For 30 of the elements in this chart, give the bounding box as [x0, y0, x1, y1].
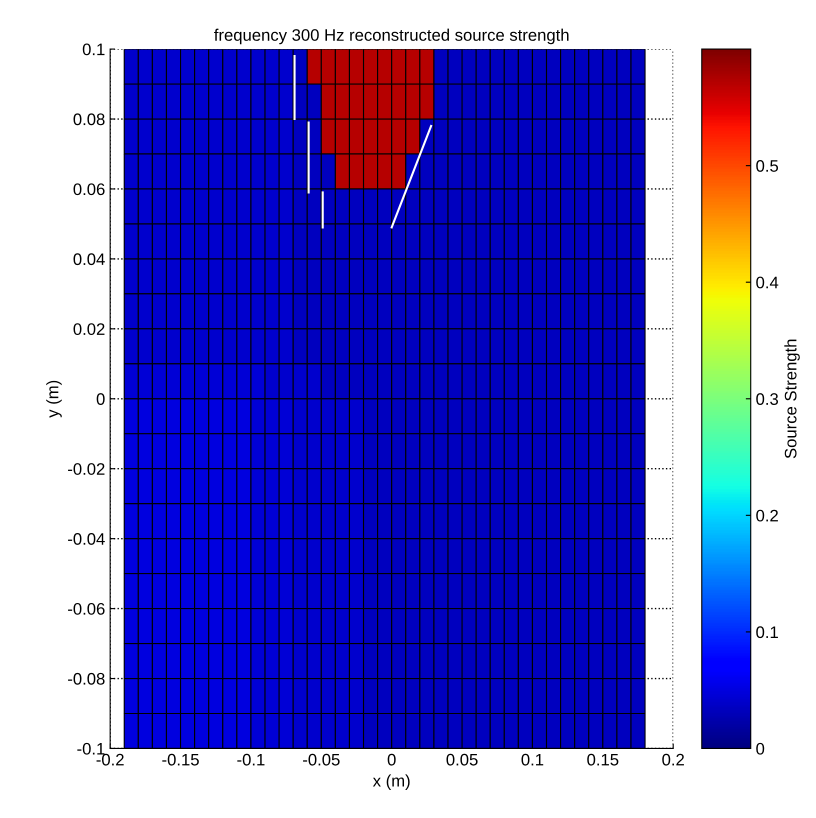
x-tick-label: 0.1	[522, 754, 544, 766]
color-bar-label: 0.2	[756, 510, 778, 522]
y-tick-label: -0.08	[68, 672, 105, 685]
color-bar-label: 0	[756, 742, 764, 755]
color-bar-label: 0.3	[756, 393, 778, 405]
x-tick-label: -0.15	[162, 754, 199, 766]
y-tick-label: 0.08	[74, 113, 105, 126]
y-tick-label: 0.04	[74, 253, 105, 266]
x-axis-title: x (m)	[372, 774, 410, 790]
y-tick-label: 0.1	[82, 43, 104, 56]
y-tick-label: -0.04	[68, 533, 105, 545]
color-bar-label: 0.1	[756, 626, 778, 638]
x-tick-label: 0.2	[662, 754, 684, 766]
chart-title: frequency 300 Hz reconstructed source strength	[214, 28, 568, 44]
x-tick-label: -0.1	[237, 754, 264, 766]
color-bar-label: 0.5	[756, 160, 778, 172]
x-tick-label: 0	[388, 754, 396, 766]
x-tick-label: 0.15	[587, 754, 618, 766]
x-tick-label: -0.2	[96, 754, 124, 766]
x-tick-label: 0.05	[446, 754, 478, 766]
color-bar-label: 0.4	[756, 276, 778, 288]
y-tick-label: 0	[96, 393, 105, 405]
x-tick-label: -0.05	[303, 754, 340, 766]
y-tick-label: -0.1	[77, 742, 104, 755]
color-bar-title: Source Strength	[784, 340, 800, 458]
y-tick-label: -0.06	[68, 602, 105, 615]
y-tick-label: 0.06	[74, 183, 105, 196]
y-axis-title: y (m)	[46, 380, 62, 418]
y-tick-label: -0.02	[68, 463, 104, 475]
y-tick-label: 0.02	[74, 323, 104, 336]
